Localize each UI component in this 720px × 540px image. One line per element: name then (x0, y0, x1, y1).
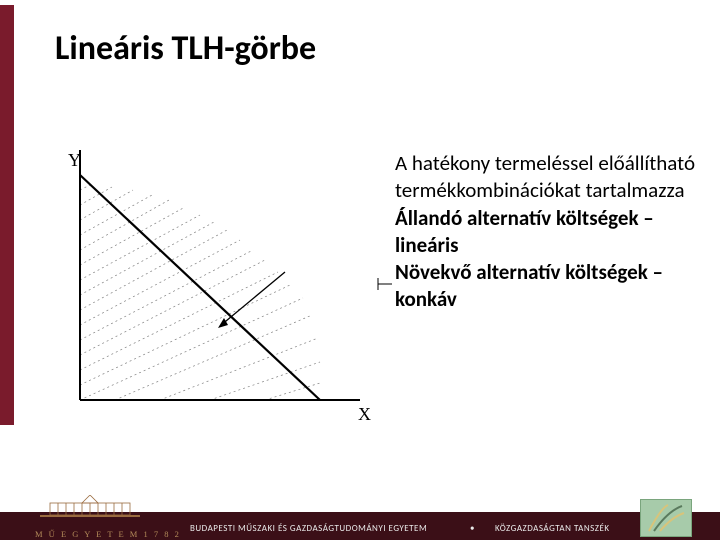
desc-line-3: Növekvő alternatív költségek – konkáv (395, 259, 705, 314)
footer-university: Budapesti Műszaki és Gazdaságtudományi E… (190, 523, 427, 534)
dept-logo-icon (640, 499, 692, 537)
bme-logo-caption: M Ű E G Y E T E M 1 7 8 2 (35, 529, 181, 539)
footer-dot: • (470, 523, 475, 534)
desc-line-1: A hatékony termeléssel előállítható term… (395, 150, 705, 205)
slide: Lineáris TLH-görbe Y (0, 0, 720, 540)
bme-logo-icon (40, 495, 140, 527)
description-block: A hatékony termeléssel előállítható term… (395, 150, 705, 314)
desc-line-2: Állandó alternatív költségek – lineáris (395, 205, 705, 260)
x-axis-label: X (358, 404, 371, 425)
footer-dept: Közgazdaságtan Tanszék (495, 523, 610, 534)
footer: Budapesti Műszaki és Gazdaságtudományi E… (0, 485, 720, 540)
